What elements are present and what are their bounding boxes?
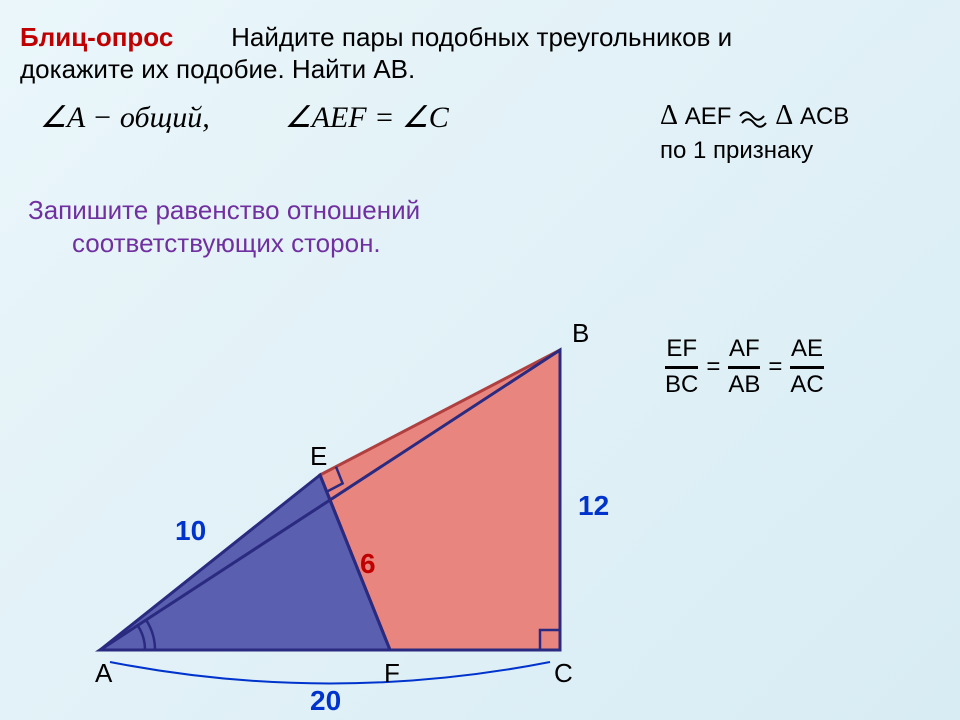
frac-1: EF BC [665, 335, 698, 400]
frac-line [790, 366, 823, 369]
triangle-diagram: A F C B E 10 6 12 20 [60, 290, 660, 710]
frac3-bot: AC [790, 371, 823, 400]
eq-2: = [768, 353, 782, 381]
frac3-top: AE [791, 335, 823, 364]
tri-aef: AEF [685, 103, 732, 130]
blitz-label: Блиц-опрос [20, 22, 173, 52]
instruction-2: соответствующих сторон. [72, 228, 381, 259]
criterion-text: по 1 признаку [660, 137, 849, 165]
point-label-a: A [95, 658, 112, 689]
side-label-bc: 12 [578, 490, 609, 522]
frac2-top: AF [729, 335, 760, 364]
point-label-b: B [572, 318, 589, 349]
delta-2: Δ [775, 100, 793, 131]
side-label-ac: 20 [310, 685, 341, 717]
similarity-block: Δ AEF Δ ACB по 1 признаку [660, 100, 849, 165]
frac-line [728, 366, 760, 369]
frac1-bot: BC [665, 371, 698, 400]
sim-symbol [738, 102, 775, 132]
frac-2: AF AB [728, 335, 760, 400]
task-text-1: Найдите пары подобных треугольников и [231, 22, 732, 52]
frac-line [665, 366, 698, 369]
frac-3: AE AC [790, 335, 823, 400]
side-label-ae: 10 [175, 515, 206, 547]
angle-common: ∠A − общий, [40, 101, 210, 134]
eq-1: = [706, 353, 720, 381]
tri-acb: ACB [800, 103, 849, 130]
title-line: Блиц-опрос Найдите пары подобных треугол… [20, 22, 732, 53]
side-label-ef: 6 [360, 548, 376, 580]
instruction-1: Запишите равенство отношений [28, 195, 420, 226]
angle-aef-c: ∠AEF = ∠C [285, 101, 449, 134]
point-label-f: F [384, 658, 400, 689]
frac2-bot: AB [728, 371, 760, 400]
formula-row: ∠A − общий, ∠AEF = ∠C [40, 100, 449, 135]
frac1-top: EF [666, 335, 697, 364]
point-label-c: C [554, 658, 573, 689]
diagram-svg [60, 290, 660, 710]
delta-1: Δ [660, 100, 678, 131]
task-text-2: докажите их подобие. Найти AB. [20, 54, 415, 85]
point-label-e: E [310, 441, 327, 472]
ratio-block: EF BC = AF AB = AE AC [665, 335, 824, 400]
